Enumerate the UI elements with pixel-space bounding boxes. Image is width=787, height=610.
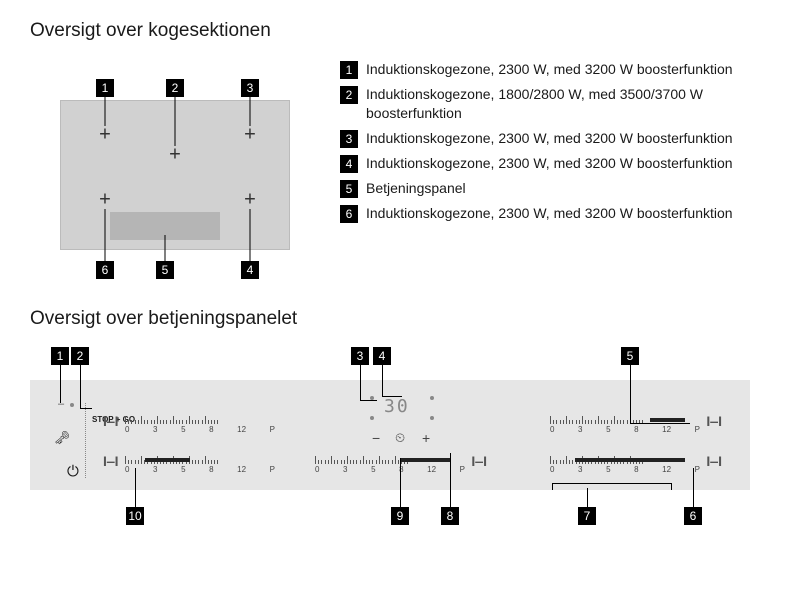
callout-number: 9 [391, 507, 409, 525]
zone-indicator: I‒I [103, 413, 119, 429]
callout-lead [165, 235, 166, 261]
minus-icon: − [372, 430, 380, 446]
callout-number: 3 [241, 79, 259, 97]
section1: +1+2+3+45+6 1Induktionskogezone, 2300 W,… [30, 60, 757, 280]
timer-dot-tr [430, 396, 434, 400]
legend-num: 4 [340, 155, 358, 173]
callout-number: 4 [241, 261, 259, 279]
callout-number: 6 [684, 507, 702, 525]
legend-row: 4 Induktionskogezone, 2300 W, med 3200 W … [340, 154, 757, 173]
callout-number: 7 [578, 507, 596, 525]
callout-lead [135, 468, 136, 507]
callout-number: 5 [156, 261, 174, 279]
legend-text: Induktionskogezone, 2300 W, med 3200 W b… [366, 129, 757, 148]
bracket-7 [552, 483, 672, 489]
legend-num: 3 [340, 130, 358, 148]
callout-lead [400, 458, 401, 507]
section2: – 🗝 ⏻ STOP + GO 30 − ⏲ + I‒I035812PI‒I03… [30, 348, 757, 528]
plus-icon: + [422, 430, 430, 446]
callout-number: 1 [96, 79, 114, 97]
legend-row: 6 Induktionskogezone, 2300 W, med 3200 W … [340, 204, 757, 223]
callout-lead [693, 468, 694, 507]
callout-lead [250, 97, 251, 126]
power-scale: I‒I035812P [550, 416, 700, 436]
callout-lead [587, 488, 588, 507]
power-scale: I‒I035812P [550, 456, 700, 476]
zone-cross: + [99, 124, 111, 147]
callout-lead [630, 365, 631, 423]
led-dot [70, 403, 74, 407]
legend-num: 6 [340, 205, 358, 223]
hob-diagram: +1+2+3+45+6 [30, 60, 310, 280]
timer-dot-br [430, 416, 434, 420]
zone-indicator: I‒I [706, 413, 722, 429]
power-scale: I‒I035812P [125, 416, 275, 436]
section2-title: Oversigt over betjeningspanelet [30, 308, 757, 330]
callout-number: 5 [621, 347, 639, 365]
legend-text: Induktionskogezone, 1800/2800 W, med 350… [366, 85, 757, 123]
legend-text: Induktionskogezone, 2300 W, med 3200 W b… [366, 154, 757, 173]
callout-number: 8 [441, 507, 459, 525]
callout-lead [175, 97, 176, 146]
legend-list: 1 Induktionskogezone, 2300 W, med 3200 W … [340, 60, 757, 280]
vert-divider [85, 403, 86, 478]
callout-lead [450, 453, 451, 507]
power-scale: I‒I035812P [125, 456, 275, 476]
power-scale: I‒I035812P [315, 456, 465, 476]
callout-number: 1 [51, 347, 69, 365]
callout-lead [250, 209, 251, 261]
callout-lead [105, 209, 106, 261]
section1-title: Oversigt over kogesektionen [30, 20, 757, 42]
legend-num: 2 [340, 86, 358, 104]
zone-cross: + [244, 124, 256, 147]
control-panel-diagram: – 🗝 ⏻ STOP + GO 30 − ⏲ + I‒I035812PI‒I03… [30, 348, 750, 528]
callout-number: 3 [351, 347, 369, 365]
legend-row: 1 Induktionskogezone, 2300 W, med 3200 W … [340, 60, 757, 79]
callout-lead [105, 97, 106, 126]
legend-row: 2 Induktionskogezone, 1800/2800 W, med 35… [340, 85, 757, 123]
legend-text: Induktionskogezone, 2300 W, med 3200 W b… [366, 204, 757, 223]
timer-dot-bl [370, 416, 374, 420]
callout-number: 10 [126, 507, 144, 525]
callout-lead [80, 365, 81, 408]
timer-display: 30 [384, 396, 410, 417]
legend-num: 5 [340, 180, 358, 198]
zone-indicator: I‒I [471, 453, 487, 469]
callout-number: 2 [71, 347, 89, 365]
legend-row: 5 Betjeningspanel [340, 179, 757, 198]
indicator-dash: – [58, 398, 64, 410]
callout-lead [360, 365, 361, 400]
callout-lead [60, 365, 61, 403]
callout-number: 2 [166, 79, 184, 97]
callout-lead [382, 365, 383, 396]
zone-cross: + [169, 144, 181, 167]
clock-icon: ⏲ [395, 430, 405, 446]
legend-text: Betjeningspanel [366, 179, 757, 198]
lock-icon: 🗝 [54, 430, 71, 446]
legend-text: Induktionskogezone, 2300 W, med 3200 W b… [366, 60, 757, 79]
zone-indicator: I‒I [103, 453, 119, 469]
legend-row: 3 Induktionskogezone, 2300 W, med 3200 W … [340, 129, 757, 148]
callout-number: 6 [96, 261, 114, 279]
legend-num: 1 [340, 61, 358, 79]
power-icon: ⏻ [67, 463, 79, 480]
callout-number: 4 [373, 347, 391, 365]
zone-indicator: I‒I [706, 453, 722, 469]
